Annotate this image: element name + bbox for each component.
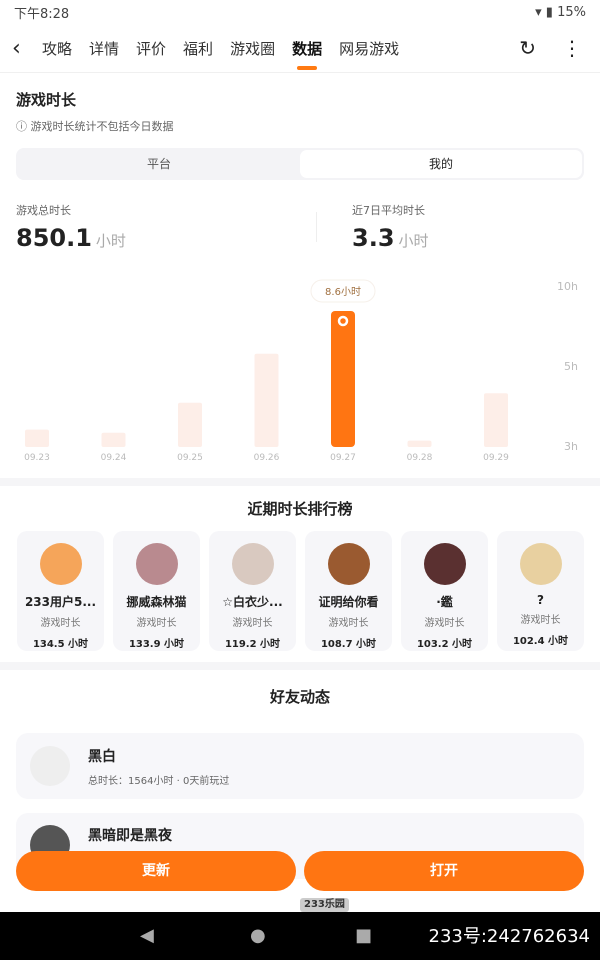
ranking-card[interactable]: ☆白衣少... 游戏时长 119.2 小时 xyxy=(209,531,296,651)
ranking-card[interactable]: 233用户5... 游戏时长 134.5 小时 xyxy=(17,531,104,651)
ranking-card[interactable]: 证明给你看 游戏时长 108.7 小时 xyxy=(305,531,392,651)
tab-platform[interactable]: 平台 xyxy=(146,157,171,171)
clock: 下午8:28 xyxy=(14,6,70,22)
avg-label: 近7日平均时长 xyxy=(352,204,425,217)
bar-09.24[interactable] xyxy=(101,432,126,447)
home-nav-icon[interactable]: ● xyxy=(250,925,266,946)
friends-title: 好友动态 xyxy=(269,688,330,706)
top-nav: ‹ 攻略 详情 评价 福利 游戏圈 数据 网易游戏 ↻ ⋮ xyxy=(0,24,600,72)
y-tick-label: 5h xyxy=(564,360,578,373)
ranking-card[interactable]: ·鑑 游戏时长 103.2 小时 xyxy=(401,531,488,651)
more-icon[interactable]: ⋮ xyxy=(562,36,582,60)
friend-item[interactable]: 黑白 总时长：1564小时 · 0天前玩过 xyxy=(16,733,584,799)
x-tick-label: 09.26 xyxy=(254,453,280,463)
ranking-title: 近期时长排行榜 xyxy=(247,500,353,518)
ranking-card[interactable]: ? 游戏时长 102.4 小时 xyxy=(497,531,584,651)
watermark-logo: 233乐园 xyxy=(300,898,349,912)
y-tick-label: 3h xyxy=(564,440,578,453)
share-icon[interactable]: ↻ xyxy=(519,36,536,60)
info-note: ⓘ 游戏时长统计不包括今日数据 xyxy=(16,120,174,133)
total-label: 游戏总时长 xyxy=(16,204,71,217)
x-tick-label: 09.23 xyxy=(24,453,50,463)
y-tick-label: 10h xyxy=(557,280,578,293)
tab-3[interactable]: 福利 xyxy=(183,39,214,58)
x-tick-label: 09.25 xyxy=(177,453,203,463)
tab-mine[interactable]: 我的 xyxy=(300,150,582,178)
duration-chart: 09.23 09.24 09.25 09.26 09.27 8.6小时 09.28 09.29… xyxy=(24,279,578,463)
avatar xyxy=(519,543,562,585)
tab-4[interactable]: 游戏圈 xyxy=(230,39,276,58)
back-nav-icon[interactable]: ◀ xyxy=(140,925,154,946)
bar-09.29[interactable] xyxy=(484,393,508,447)
bar-09.25[interactable] xyxy=(178,402,202,447)
avatar xyxy=(39,543,82,585)
ranking-card[interactable]: 挪威森林猫 游戏时长 133.9 小时 xyxy=(113,531,200,651)
back-icon[interactable]: ‹ xyxy=(12,35,21,61)
tab-2[interactable]: 评价 xyxy=(136,39,167,58)
avatar xyxy=(30,746,70,786)
tooltip-text: 8.6小时 xyxy=(325,286,361,298)
segmented-control: 平台 我的 xyxy=(16,148,584,180)
total-value: 850.1 xyxy=(16,224,92,252)
battery: ▾ ▮ 15% xyxy=(535,4,586,20)
tab-0[interactable]: 攻略 xyxy=(42,39,73,58)
section-title: 游戏时长 xyxy=(16,91,77,109)
bar-09.27[interactable] xyxy=(331,311,355,447)
highlight-dot xyxy=(337,315,349,327)
tab-5[interactable]: 数据 xyxy=(292,39,323,58)
avatar xyxy=(231,543,274,585)
x-tick-label: 09.28 xyxy=(407,453,433,463)
x-tick-label: 09.24 xyxy=(101,453,127,463)
watermark-id: 233号:242762634 xyxy=(428,926,591,947)
tab-6[interactable]: 网易游戏 xyxy=(339,39,400,58)
tooltip-box xyxy=(310,279,376,303)
x-tick-label: 09.27 xyxy=(330,453,356,463)
avatar xyxy=(423,543,466,585)
system-nav: ◀ ● ■ xyxy=(0,912,600,960)
bar-09.26[interactable] xyxy=(254,353,279,447)
bar-09.23[interactable] xyxy=(25,429,49,447)
avg-value: 3.3 xyxy=(352,224,395,252)
x-tick-label: 09.29 xyxy=(483,453,509,463)
avatar xyxy=(135,543,178,585)
tab-1[interactable]: 详情 xyxy=(89,39,120,58)
status-bar: 下午8:28 ▾ ▮ 15% xyxy=(0,0,600,24)
bar-09.28[interactable] xyxy=(407,440,432,447)
avatar xyxy=(327,543,370,585)
update-button[interactable]: 更新 xyxy=(16,851,296,891)
recents-nav-icon[interactable]: ■ xyxy=(355,925,373,946)
open-button[interactable]: 打开 xyxy=(304,851,584,891)
